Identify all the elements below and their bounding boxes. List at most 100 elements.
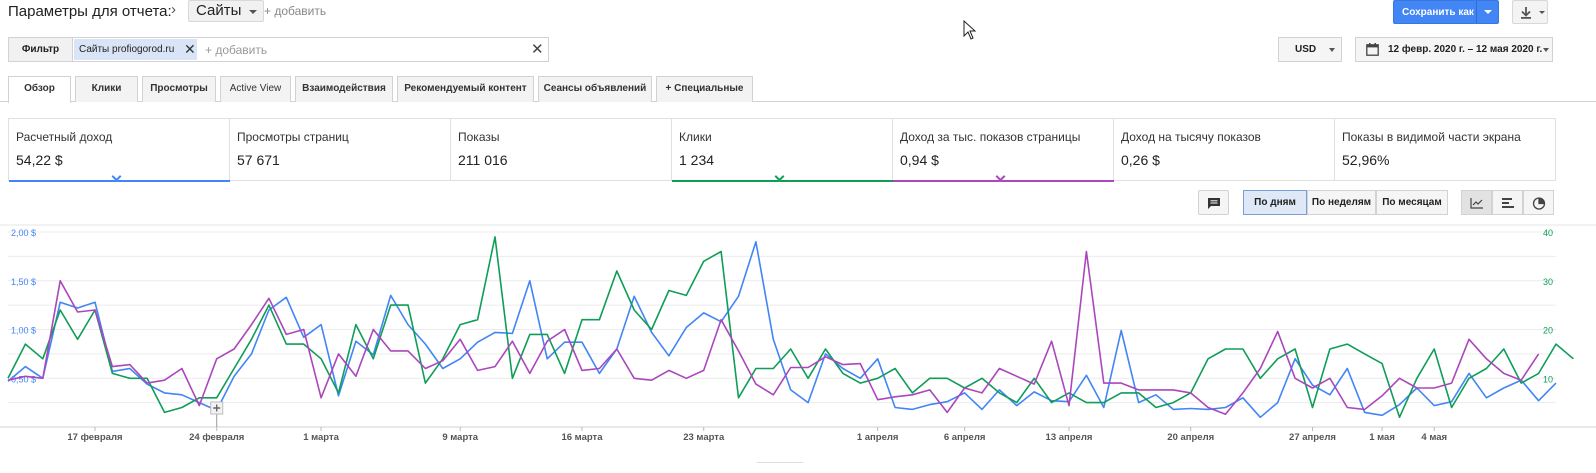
breadcrumb-chevron-icon: › — [171, 1, 176, 18]
x-axis-tick-label: 1 мая — [1369, 432, 1395, 443]
metric-card-impression-rpm[interactable]: Доход на тысячу показов 0,26 $ — [1114, 119, 1335, 181]
tab-interactions[interactable]: Взаимодействия — [295, 76, 393, 102]
right-axis-tick-label: 40 — [1543, 228, 1553, 238]
x-axis-tick-label: 1 апреля — [857, 432, 899, 443]
plus-icon — [213, 404, 221, 412]
metric-value: 0,26 $ — [1121, 152, 1160, 168]
metric-value: 1 234 — [679, 152, 715, 168]
pie-chart-view-button[interactable] — [1523, 190, 1554, 215]
metric-underline — [9, 180, 230, 182]
metric-label: Клики — [679, 130, 712, 144]
sites-dimension-select[interactable]: Сайты — [188, 0, 265, 22]
save-as-button[interactable]: Сохранить как — [1393, 0, 1499, 24]
left-axis-tick-label: 1,50 $ — [11, 277, 36, 287]
currency-value: USD — [1295, 44, 1317, 55]
x-axis-tick-label: 24 февраля — [189, 432, 244, 443]
x-axis-tick-label: 23 марта — [683, 432, 725, 443]
chart-series-line-1 — [7, 240, 1557, 419]
tab-ad-sessions[interactable]: Сеансы объявлений — [538, 76, 652, 102]
metric-card-page-rpm[interactable]: Доход за тыс. показов страницы 0,94 $ — [893, 119, 1114, 182]
metric-value: 52,96% — [1342, 152, 1390, 168]
right-axis-tick-label: 10 — [1543, 374, 1553, 384]
x-axis-tick-label: 20 апреля — [1167, 432, 1214, 443]
tab-clicks[interactable]: Клики — [75, 76, 138, 102]
currency-select[interactable]: USD — [1278, 37, 1342, 62]
metric-label: Доход на тысячу показов — [1121, 130, 1261, 144]
save-as-label: Сохранить как — [1402, 7, 1474, 18]
report-params-bar: Параметры для отчета: › Сайты + добавить… — [0, 0, 1596, 40]
metric-value: 57 671 — [237, 152, 280, 168]
filter-chip-sites[interactable]: Сайты profiogorod.ru ✕ — [74, 39, 197, 60]
calendar-icon — [1366, 43, 1379, 56]
remove-filter-icon[interactable]: ✕ — [184, 41, 196, 57]
line-chart-view-button[interactable] — [1461, 190, 1492, 215]
metric-card-clicks[interactable]: Клики 1 234 — [672, 119, 893, 182]
metric-underline — [672, 180, 893, 182]
tab-recommended-content[interactable]: Рекомендуемый контент — [397, 76, 534, 102]
right-axis-tick-label: 20 — [1543, 326, 1553, 336]
filter-bar: Фильтр Сайты profiogorod.ru ✕ + добавить… — [8, 37, 549, 62]
period-daily-button[interactable]: По дням — [1243, 190, 1307, 215]
line-chart-icon — [1470, 198, 1483, 209]
download-button[interactable] — [1512, 0, 1548, 24]
left-axis-tick-label: 1,00 $ — [11, 326, 36, 336]
download-icon — [1521, 7, 1531, 19]
metric-label: Показы в видимой части экрана — [1342, 130, 1521, 144]
metric-card-active-view-viewable[interactable]: Показы в видимой части экрана 52,96% — [1335, 119, 1556, 181]
comment-icon — [1208, 198, 1220, 209]
dropdown-caret-icon — [249, 10, 258, 14]
tab-overview[interactable]: Обзор — [8, 76, 71, 103]
metric-value: 0,94 $ — [900, 152, 939, 168]
add-filter-input[interactable]: + добавить — [205, 43, 268, 57]
metric-value: 211 016 — [458, 152, 508, 168]
x-axis-tick-label: 27 апреля — [1289, 432, 1336, 443]
metric-label: Показы — [458, 130, 500, 144]
period-monthly-button[interactable]: По месяцам — [1376, 190, 1448, 215]
x-axis-tick-label: 4 мая — [1421, 432, 1447, 443]
date-range-picker[interactable]: 12 февр. 2020 г. – 12 мая 2020 г. — [1355, 37, 1553, 62]
left-axis-tick-label: 0,50 $ — [11, 374, 36, 384]
x-axis-tick-label: 9 марта — [442, 432, 478, 443]
filter-label[interactable]: Фильтр — [9, 38, 73, 61]
date-range-value: 12 февр. 2020 г. – 12 мая 2020 г. — [1388, 44, 1543, 55]
report-params-title: Параметры для отчета: — [8, 3, 172, 20]
sites-dimension-label: Сайты — [196, 2, 242, 19]
metric-value: 54,22 $ — [16, 152, 63, 168]
metric-card-estimated-revenue[interactable]: Расчетный доход 54,22 $ — [9, 119, 230, 182]
date-range-caret-icon — [1543, 48, 1549, 52]
metric-cards: Расчетный доход 54,22 $ Просмотры страни… — [8, 118, 1556, 182]
x-axis-tick-label: 1 марта — [303, 432, 339, 443]
metric-label: Расчетный доход — [16, 130, 113, 144]
metric-underline — [893, 180, 1114, 182]
period-weekly-button[interactable]: По неделям — [1307, 190, 1376, 215]
right-axis-tick-label: 30 — [1543, 277, 1553, 287]
tab-views[interactable]: Просмотры — [142, 76, 216, 102]
mouse-cursor-icon — [963, 20, 977, 40]
comment-button[interactable] — [1198, 190, 1229, 215]
save-divider — [1476, 1, 1477, 23]
chart-series-line-3 — [7, 250, 1540, 416]
bar-chart-view-button[interactable] — [1492, 190, 1523, 215]
pie-chart-icon — [1532, 197, 1546, 210]
tab-active-view[interactable]: Active View — [220, 76, 291, 102]
report-tabs: Обзор Клики Просмотры Active View Взаимо… — [0, 76, 1596, 103]
metric-label: Просмотры страниц — [237, 130, 349, 144]
clear-filters-icon[interactable]: ✕ — [531, 41, 544, 58]
metric-card-impressions[interactable]: Показы 211 016 — [451, 119, 672, 181]
currency-caret-icon — [1329, 48, 1335, 52]
bar-chart-icon — [1502, 198, 1514, 208]
filter-chip-label: Сайты profiogorod.ru — [79, 44, 175, 55]
download-caret-icon — [1539, 11, 1545, 14]
x-axis-tick-label: 16 марта — [561, 432, 603, 443]
tab-custom[interactable]: + Специальные — [656, 76, 753, 102]
scroll-hint — [757, 462, 803, 466]
performance-line-chart[interactable]: 0,50 $ 1,00 $ 1,50 $ 2,00 $ 10 20 30 40 17 февра… — [0, 222, 1596, 452]
x-axis-tick-label: 13 апреля — [1046, 432, 1093, 443]
x-axis-tick-label: 6 апреля — [944, 432, 986, 443]
chart-series-line-2 — [7, 236, 1574, 419]
metric-card-page-views[interactable]: Просмотры страниц 57 671 — [230, 119, 451, 181]
metric-label: Доход за тыс. показов страницы — [900, 130, 1081, 144]
x-axis-tick-label: 17 февраля — [67, 432, 122, 443]
save-dropdown-caret-icon[interactable] — [1484, 10, 1492, 14]
add-dimension-link[interactable]: + добавить — [264, 4, 327, 18]
